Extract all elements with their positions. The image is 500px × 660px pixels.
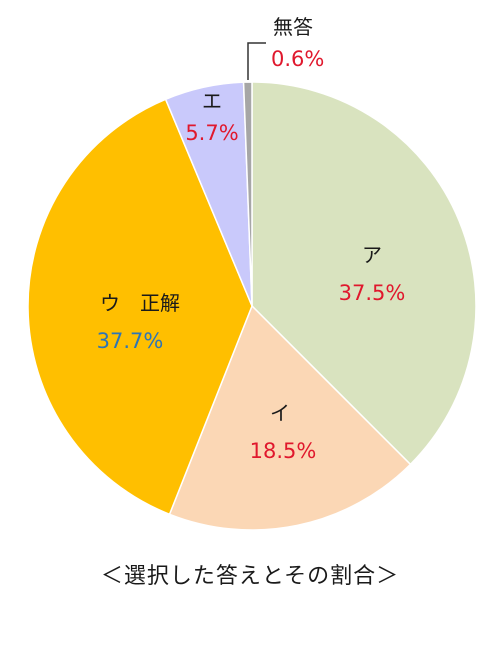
- pie-chart: ア 37.5% イ 18.5% ウ 正解 37.7% エ 5.7% 無答 0.6%: [27, 15, 477, 531]
- slice-value-none: 0.6%: [271, 47, 324, 71]
- slice-name-e: エ: [202, 89, 222, 113]
- chart-caption: ＜選択した答えとその割合＞: [100, 564, 400, 589]
- pie-slice-u: [27, 98, 253, 516]
- slice-value-u: 37.7%: [97, 329, 164, 353]
- pie-labels: ア 37.5% イ 18.5% ウ 正解 37.7% エ 5.7% 無答 0.6%: [97, 15, 406, 463]
- slice-name-none: 無答: [273, 15, 313, 39]
- leader-line-none: [247, 42, 266, 80]
- slice-name-a: ア: [362, 243, 382, 267]
- slice-name-u: ウ 正解: [100, 291, 180, 315]
- pie-slice-a: [251, 81, 477, 466]
- slice-value-i: 18.5%: [250, 439, 317, 463]
- slice-value-e: 5.7%: [185, 121, 238, 145]
- pie-slice-none: [242, 81, 253, 307]
- pie-slice-i: [168, 304, 412, 531]
- slice-value-a: 37.5%: [339, 281, 406, 305]
- pie-slices: [27, 81, 477, 531]
- slice-name-i: イ: [270, 401, 290, 425]
